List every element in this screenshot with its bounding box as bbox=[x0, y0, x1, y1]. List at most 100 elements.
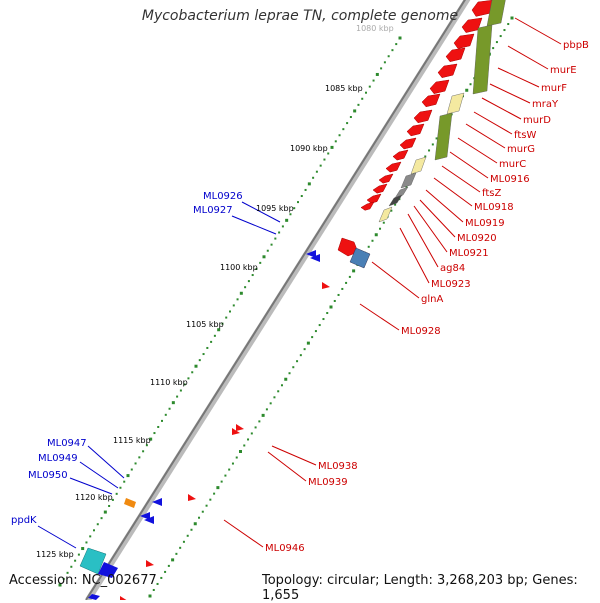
feature-green-block[interactable] bbox=[486, 0, 506, 27]
gene-label-ML0949[interactable]: ML0949 bbox=[38, 453, 78, 464]
reverse-gene-arrow[interactable] bbox=[310, 254, 320, 262]
track-dot bbox=[247, 280, 250, 283]
track-dot bbox=[209, 498, 212, 501]
steel-blue-feature[interactable] bbox=[349, 247, 371, 269]
track-dot bbox=[228, 468, 231, 471]
gene-label-murE[interactable]: murE bbox=[550, 65, 577, 76]
gene-label-ML0927[interactable]: ML0927 bbox=[193, 205, 233, 216]
feature-yellow-block[interactable] bbox=[378, 206, 393, 223]
scale-label: 1110 kbp bbox=[150, 378, 188, 387]
track-dot bbox=[81, 547, 85, 551]
orange-feature[interactable] bbox=[124, 498, 136, 508]
gene-label-ML0947[interactable]: ML0947 bbox=[47, 438, 87, 449]
track-dot bbox=[74, 559, 77, 562]
track-dot bbox=[160, 576, 163, 579]
forward-gene-arrow[interactable] bbox=[461, 17, 483, 33]
gene-label-ML0928[interactable]: ML0928 bbox=[401, 326, 441, 337]
track-dot bbox=[232, 304, 235, 307]
gene-label-mraY[interactable]: mraY bbox=[532, 99, 559, 110]
feature-green-block[interactable] bbox=[472, 24, 493, 95]
forward-gene-arrow[interactable] bbox=[360, 201, 375, 211]
reverse-gene-arrow[interactable] bbox=[140, 512, 150, 520]
reverse-gene-arrow[interactable] bbox=[144, 516, 154, 524]
track-dot bbox=[179, 546, 182, 549]
label-leader-line bbox=[507, 45, 549, 70]
genome-title: Mycobacterium leprae TN, complete genome bbox=[141, 8, 459, 24]
label-leader-line bbox=[413, 205, 448, 253]
forward-gene-arrow[interactable] bbox=[453, 33, 475, 49]
feature-green-block[interactable] bbox=[434, 112, 453, 161]
gene-label-ftsZ[interactable]: ftsZ bbox=[482, 188, 501, 199]
gene-label-ML0938[interactable]: ML0938 bbox=[318, 461, 358, 472]
forward-gene-arrow[interactable] bbox=[421, 93, 441, 108]
track-dot bbox=[300, 195, 303, 198]
feature-yellow-block[interactable] bbox=[446, 92, 465, 115]
track-dot bbox=[348, 275, 351, 278]
track-dot bbox=[85, 541, 88, 544]
track-dot bbox=[352, 269, 356, 273]
reverse-gene-arrow[interactable] bbox=[98, 562, 118, 578]
forward-gene-arrow[interactable] bbox=[413, 109, 433, 124]
gene-label-ML0923[interactable]: ML0923 bbox=[431, 279, 471, 290]
track-dot bbox=[285, 218, 289, 222]
forward-gene-arrow[interactable] bbox=[146, 560, 154, 567]
gene-label-pbpB[interactable]: pbpB bbox=[563, 40, 589, 51]
track-dot bbox=[224, 474, 227, 477]
forward-gene-arrow[interactable] bbox=[406, 123, 425, 137]
forward-gene-arrow[interactable] bbox=[337, 237, 359, 257]
label-leader-line bbox=[514, 17, 562, 45]
track-dot bbox=[337, 293, 340, 296]
track-dot bbox=[303, 348, 306, 351]
feature-yellow-block[interactable] bbox=[410, 156, 427, 175]
reverse-gene-arrow[interactable] bbox=[152, 498, 162, 506]
gene-label-ML0916[interactable]: ML0916 bbox=[490, 174, 530, 185]
gene-label-murF[interactable]: murF bbox=[541, 83, 567, 94]
forward-gene-arrow[interactable] bbox=[445, 47, 466, 62]
reverse-gene-arrow[interactable] bbox=[306, 250, 316, 258]
forward-gene-arrow[interactable] bbox=[385, 161, 402, 173]
gene-label-ML0918[interactable]: ML0918 bbox=[474, 202, 514, 213]
gene-label-ML0939[interactable]: ML0939 bbox=[308, 477, 348, 488]
track-dot bbox=[210, 340, 213, 343]
forward-gene-arrow[interactable] bbox=[236, 424, 244, 431]
feature-dark-block[interactable] bbox=[388, 194, 403, 207]
gene-label-ppdK[interactable]: ppdK bbox=[11, 515, 37, 526]
forward-gene-arrow[interactable] bbox=[437, 63, 458, 78]
forward-gene-arrow[interactable] bbox=[188, 494, 196, 501]
forward-gene-arrow[interactable] bbox=[322, 282, 330, 289]
gene-label-ML0919[interactable]: ML0919 bbox=[465, 218, 505, 229]
forward-gene-arrow[interactable] bbox=[429, 79, 450, 94]
feature-gray-block[interactable] bbox=[400, 172, 417, 189]
gene-label-ML0921[interactable]: ML0921 bbox=[449, 248, 489, 259]
track-dot bbox=[152, 588, 155, 591]
track-dot bbox=[138, 456, 141, 459]
track-dot bbox=[327, 152, 330, 155]
track-dot bbox=[499, 35, 502, 38]
forward-gene-arrow[interactable] bbox=[392, 149, 409, 161]
gene-label-glnA[interactable]: glnA bbox=[421, 294, 443, 305]
forward-gene-arrow[interactable] bbox=[399, 137, 417, 150]
gene-label-murD[interactable]: murD bbox=[523, 115, 551, 126]
gene-label-ML0946[interactable]: ML0946 bbox=[265, 543, 305, 554]
forward-gene-arrow[interactable] bbox=[232, 428, 240, 435]
gene-label-ML0926[interactable]: ML0926 bbox=[203, 191, 243, 202]
track-dot bbox=[431, 143, 434, 146]
gene-label-murC[interactable]: murC bbox=[499, 159, 526, 170]
track-dot bbox=[142, 450, 145, 453]
track-dot bbox=[372, 79, 375, 82]
gene-label-ML0920[interactable]: ML0920 bbox=[457, 233, 497, 244]
label-leader-line bbox=[231, 215, 277, 235]
gene-label-ftsW[interactable]: ftsW bbox=[514, 130, 536, 141]
gene-label-murG[interactable]: murG bbox=[507, 144, 535, 155]
forward-gene-arrow[interactable] bbox=[378, 173, 394, 184]
track-dot bbox=[202, 353, 205, 356]
forward-gene-arrow[interactable] bbox=[120, 596, 128, 600]
forward-gene-arrow[interactable] bbox=[471, 0, 495, 17]
gene-label-ML0950[interactable]: ML0950 bbox=[28, 470, 68, 481]
reverse-gene-arrow[interactable] bbox=[88, 594, 100, 600]
track-dot bbox=[280, 384, 283, 387]
forward-gene-arrow[interactable] bbox=[372, 183, 388, 194]
gene-label-ag84[interactable]: ag84 bbox=[440, 263, 465, 274]
track-dot bbox=[379, 227, 382, 230]
feature-gray-block[interactable] bbox=[394, 186, 409, 199]
